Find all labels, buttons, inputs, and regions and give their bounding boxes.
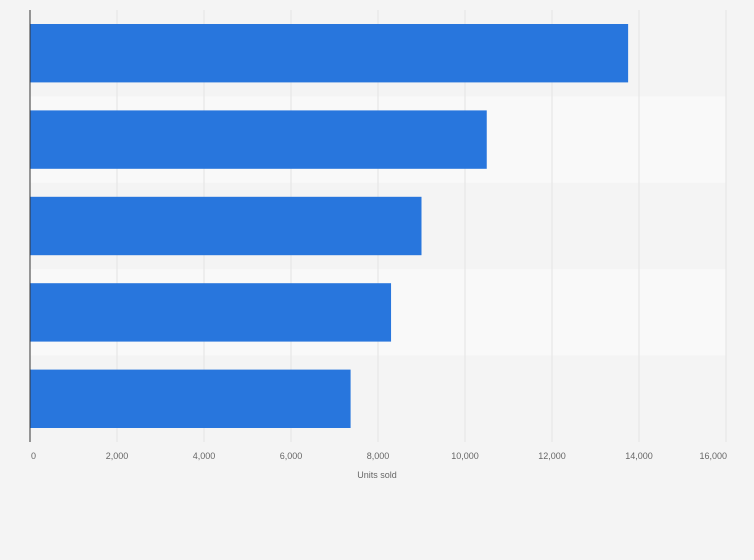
x-tick-label: 4,000 bbox=[193, 451, 216, 461]
bar[interactable] bbox=[30, 283, 392, 342]
x-tick-label: 10,000 bbox=[451, 451, 479, 461]
x-tick-label: 14,000 bbox=[625, 451, 653, 461]
x-axis-title: Units sold bbox=[357, 470, 397, 480]
x-tick-label: 12,000 bbox=[538, 451, 566, 461]
x-tick-label: 16,000 bbox=[699, 451, 727, 461]
x-tick-label: 2,000 bbox=[106, 451, 129, 461]
bar[interactable] bbox=[30, 24, 629, 83]
bar[interactable] bbox=[30, 110, 487, 169]
x-tick-labels: 0 2,000 4,000 6,000 8,000 10,000 12,000 14,000 1… bbox=[31, 451, 727, 461]
bar[interactable] bbox=[30, 196, 422, 256]
x-tick-label: 0 bbox=[31, 451, 36, 461]
x-tick-label: 8,000 bbox=[367, 451, 390, 461]
bar[interactable] bbox=[30, 369, 351, 428]
bars bbox=[30, 24, 629, 428]
x-tick-label: 6,000 bbox=[280, 451, 303, 461]
